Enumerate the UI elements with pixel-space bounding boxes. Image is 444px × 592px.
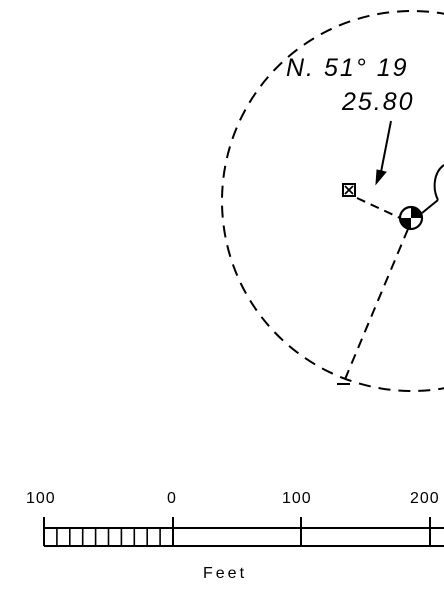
bearing-arrow (375, 120, 392, 186)
bearing-label: N. 51° 19 (286, 54, 409, 82)
scale-bar: 100 0 100 200 Feet (26, 490, 444, 582)
marker-line (356, 197, 401, 219)
well-symbol-icon (398, 205, 424, 231)
boxed-x-marker-icon (342, 183, 356, 197)
scale-label-100: 100 (282, 490, 312, 507)
scale-label-100-left: 100 (26, 490, 56, 507)
distance-label: 25.80 (341, 88, 415, 116)
scale-label-200: 200 (410, 490, 440, 507)
radius-line (342, 228, 409, 385)
scale-label-0: 0 (167, 490, 177, 507)
scale-minor-ticks (56, 528, 161, 546)
scale-unit-label: Feet (203, 565, 247, 582)
pipeline-route (421, 164, 444, 214)
